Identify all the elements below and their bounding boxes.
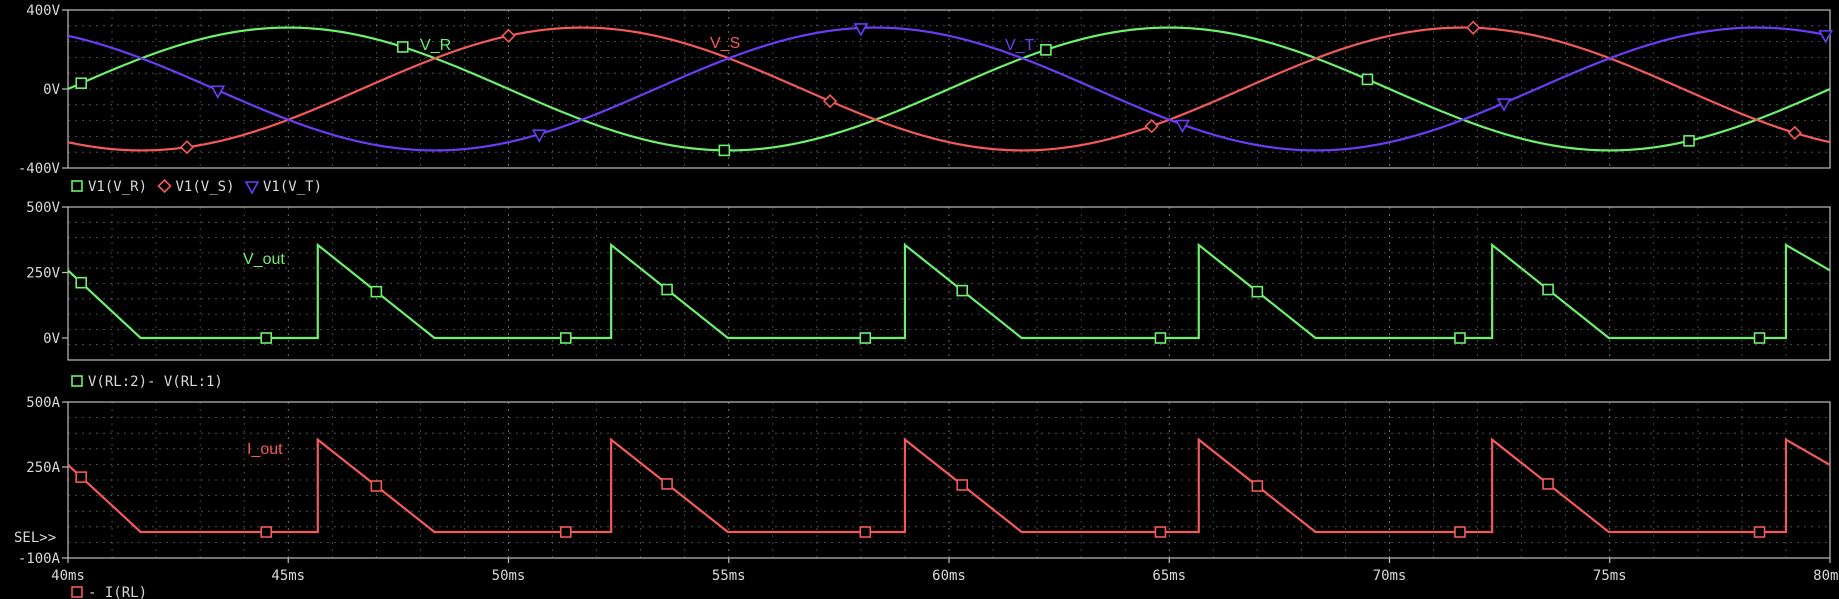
trace-marker [179, 140, 195, 155]
legend-marker [244, 181, 260, 195]
trace-marker [1787, 125, 1802, 141]
y-tick-label: 0V [43, 82, 60, 98]
trace-V1(V_T) [67, 26, 1831, 152]
trace-marker [1753, 332, 1766, 344]
x-tick-label: 40ms [51, 568, 85, 584]
trace-marker [1542, 283, 1554, 296]
trace-marker [1466, 20, 1481, 35]
trace-marker [1818, 30, 1833, 44]
trace-marker [1154, 332, 1167, 344]
trace-marker [822, 94, 838, 109]
x-tick-label: 65ms [1152, 568, 1186, 584]
trace-marker [859, 526, 872, 538]
output-voltage-grid [67, 206, 1831, 361]
trace-marker [661, 283, 673, 296]
load-current-legend[interactable]: - I(RL) [71, 585, 147, 599]
y-tick-label: 500A [26, 395, 60, 411]
x-tick-label: 50ms [492, 568, 526, 584]
y-tick-label: 500V [26, 200, 60, 216]
v-r-trace-label: V_R [420, 37, 451, 54]
legend-entry: V1(V_S) [176, 179, 235, 195]
trace-marker [75, 77, 88, 90]
output-voltage-y-axis: 500V 250V 0V [26, 200, 68, 347]
source-voltage-legend[interactable]: V1(V_R) V1(V_S) V1(V_T) [71, 178, 322, 195]
x-tick-label: 55ms [712, 568, 746, 584]
trace-marker [75, 276, 88, 289]
legend-marker [71, 180, 83, 192]
v-t-trace-label: V_T [1005, 37, 1035, 54]
trace-marker [853, 23, 869, 37]
trace-marker [1144, 119, 1159, 134]
trace-marker [661, 478, 673, 490]
x-tick-label: 80ms [1813, 568, 1839, 584]
trace-marker [1683, 135, 1695, 147]
output-voltage-legend[interactable]: V(RL:2)- V(RL:1) [71, 374, 223, 390]
trace-marker [1454, 526, 1466, 538]
y-tick-label: 400V [26, 3, 60, 19]
trace-marker [210, 85, 226, 99]
trace-marker [1251, 285, 1264, 298]
trace-marker [1175, 119, 1190, 134]
time-axis: 40ms 45ms 50ms 55ms 60ms 65ms 70ms 75ms 80ms [51, 558, 1839, 584]
selection-marker[interactable]: SEL>> [14, 530, 56, 546]
trace-marker [559, 332, 572, 344]
load-current-plot[interactable]: 500A 250A -100A I_out SEL>> [14, 395, 1831, 567]
x-tick-label: 70ms [1373, 568, 1407, 584]
legend-marker [71, 586, 83, 598]
trace-marker [370, 285, 383, 298]
source-voltage-plot[interactable]: 400V 0V -400V V_R V_S V_T [18, 3, 1833, 177]
output-voltage-plot[interactable]: 500V 250V 0V V_out [26, 200, 1831, 361]
trace-marker [559, 526, 572, 538]
legend-entry: V(RL:2)- V(RL:1) [88, 374, 223, 390]
i-out-trace-label: I_out [247, 441, 283, 458]
y-tick-label: -100A [18, 551, 61, 567]
trace-marker [75, 471, 88, 483]
output-voltage-trace[interactable] [67, 242, 1831, 344]
legend-entry: V1(V_T) [263, 179, 322, 195]
trace-marker [1454, 332, 1466, 344]
trace-marker [260, 332, 273, 344]
trace-marker [718, 144, 731, 157]
legend-entry: - I(RL) [88, 585, 147, 599]
trace-V1(V_S) [67, 26, 1831, 152]
trace-marker [1040, 44, 1052, 56]
trace-marker [260, 526, 273, 538]
v-out-trace-label: V_out [243, 251, 285, 268]
load-current-y-axis: 500A 250A -100A [18, 395, 68, 567]
trace-V1(V_R) [67, 26, 1831, 152]
trace-marker [396, 41, 409, 53]
trace-marker [1154, 526, 1167, 538]
legend-marker [71, 375, 83, 387]
x-tick-label: 75ms [1593, 568, 1627, 584]
trace-marker [501, 28, 516, 43]
trace-marker [1361, 73, 1374, 86]
trace-marker [370, 480, 383, 492]
trace-marker [531, 129, 547, 143]
trace-marker [1251, 480, 1264, 492]
load-current-trace[interactable] [67, 437, 1831, 538]
trace-marker [956, 284, 969, 297]
v-s-trace-label: V_S [710, 35, 740, 52]
y-tick-label: 0V [43, 331, 60, 347]
trace-marker [1496, 98, 1512, 112]
trace-marker [1753, 526, 1766, 538]
trace-marker [1542, 478, 1554, 490]
y-tick-label: 250V [26, 266, 60, 282]
y-tick-label: -400V [18, 161, 61, 177]
x-tick-label: 45ms [271, 568, 305, 584]
trace-marker [956, 479, 969, 491]
legend-marker [157, 178, 172, 194]
source-voltage-traces[interactable] [67, 20, 1833, 157]
legend-entry: V1(V_R) [88, 179, 147, 195]
trace-marker [859, 332, 872, 344]
x-tick-label: 60ms [932, 568, 966, 584]
y-tick-label: 250A [26, 460, 60, 476]
source-voltage-y-axis: 400V 0V -400V [18, 3, 68, 177]
